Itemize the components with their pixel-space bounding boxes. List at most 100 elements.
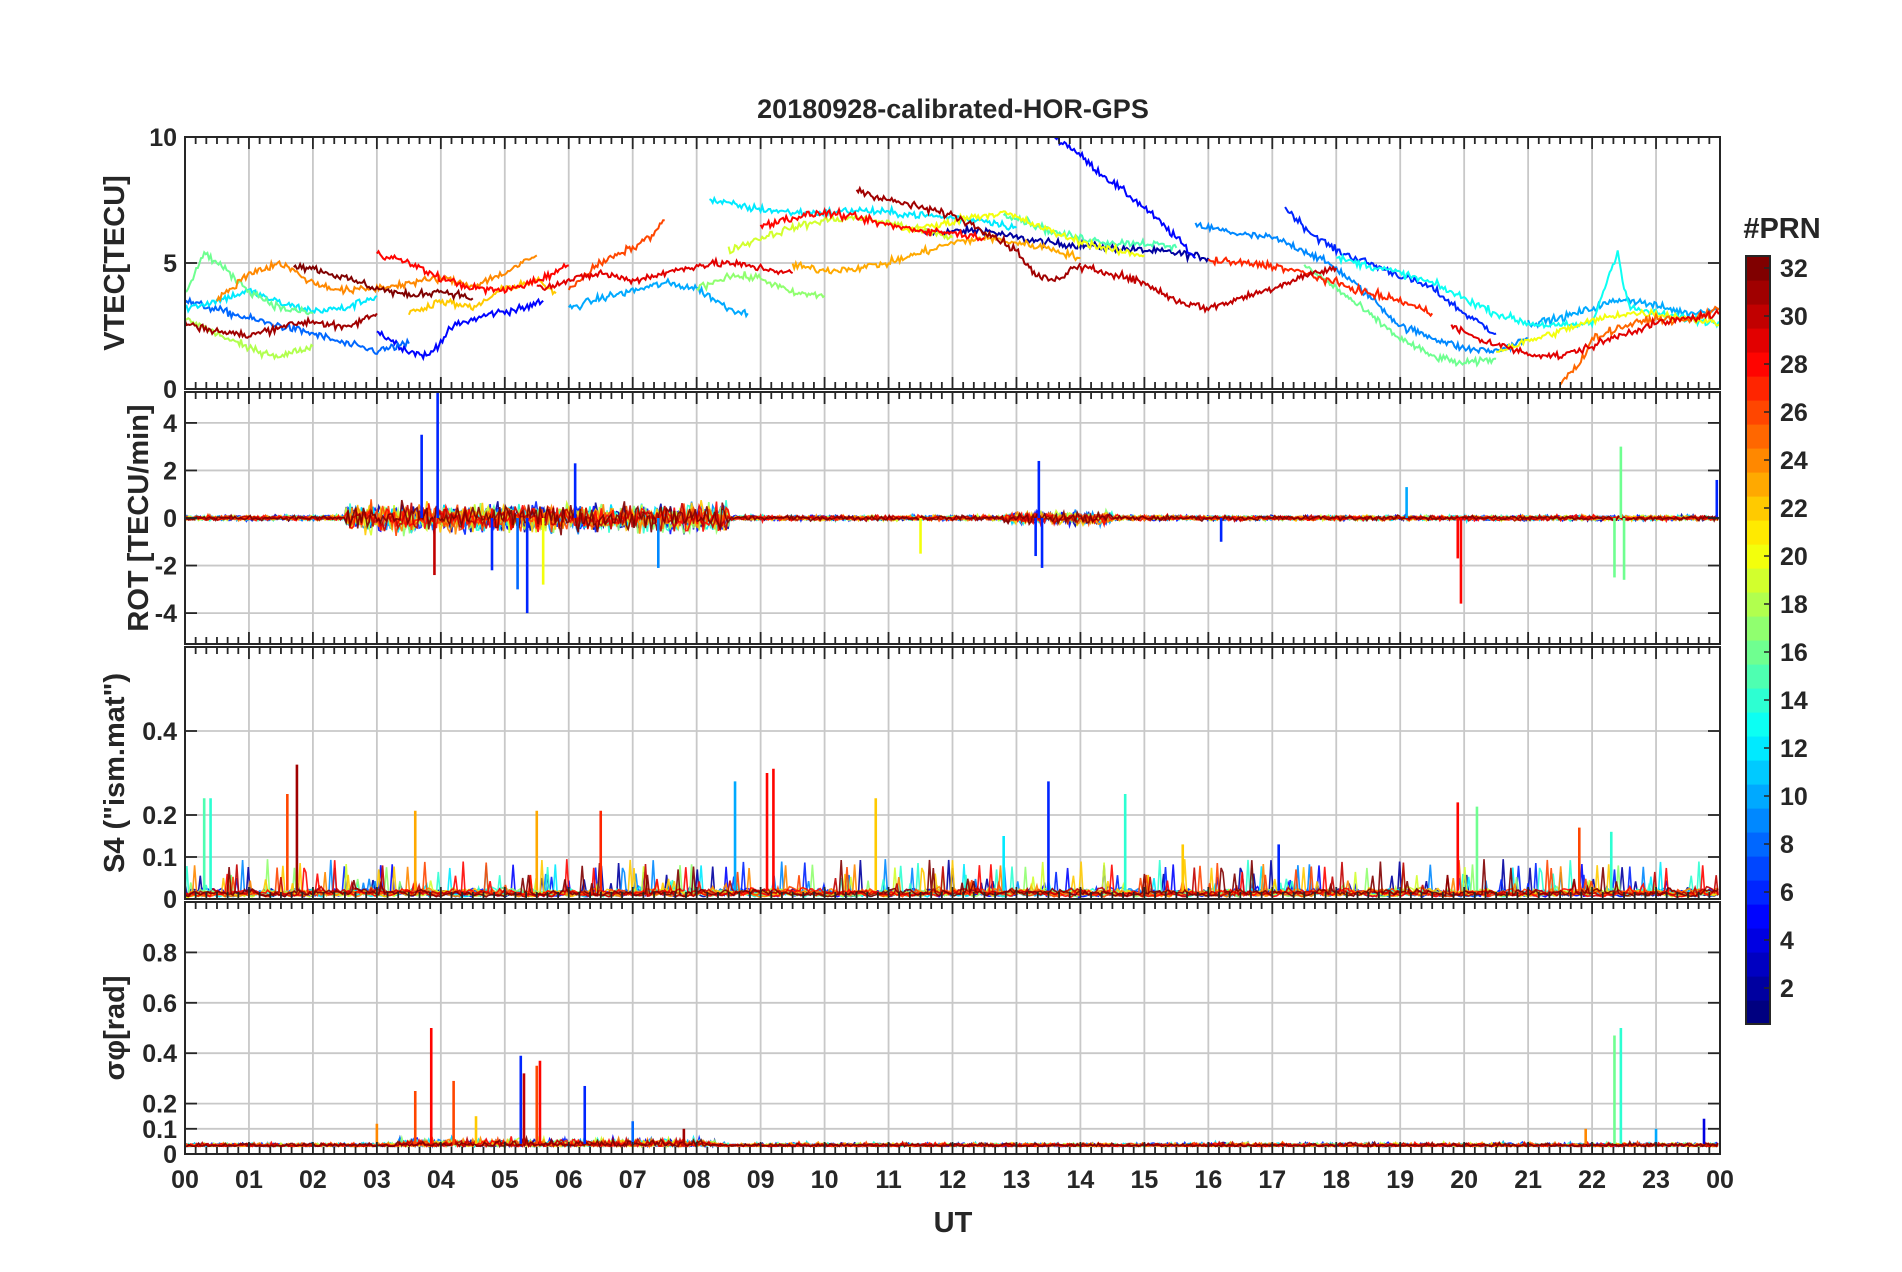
vtec-series-prn-23 bbox=[791, 230, 1081, 275]
sigma_phi-axis-label: σφ[rad] bbox=[99, 975, 131, 1080]
y-tick-label: 0.4 bbox=[142, 1040, 177, 1068]
vtec-series-prn-10 bbox=[568, 277, 749, 319]
vtec-series-prn-28 bbox=[376, 249, 569, 297]
colorbar-swatch bbox=[1746, 712, 1770, 737]
colorbar-tick-label: 8 bbox=[1780, 831, 1794, 859]
grid bbox=[185, 647, 1720, 899]
x-tick-label: 12 bbox=[939, 1166, 967, 1194]
vtec-series-prn-31 bbox=[185, 312, 378, 339]
colorbar-swatch bbox=[1746, 568, 1770, 593]
x-tick-label: 20 bbox=[1450, 1166, 1478, 1194]
vtec-series-prn-32 bbox=[293, 261, 474, 301]
colorbar-tick-label: 20 bbox=[1780, 543, 1808, 571]
vtec-series-prn-29 bbox=[536, 256, 794, 292]
chart-title: 20180928-calibrated-HOR-GPS bbox=[757, 94, 1149, 124]
x-tick-label: 21 bbox=[1514, 1166, 1542, 1194]
x-tick-label: 10 bbox=[811, 1166, 839, 1194]
x-tick-label: 03 bbox=[363, 1166, 391, 1194]
colorbar-swatch bbox=[1746, 1000, 1770, 1025]
colorbar-swatch bbox=[1746, 328, 1770, 353]
panel-vtec: 0 5 10 VTEC[TECU] bbox=[99, 124, 1721, 404]
vtec-axis-label: VTEC[TECU] bbox=[99, 175, 131, 351]
y-tick-label: -4 bbox=[155, 600, 177, 628]
x-tick-label: 19 bbox=[1386, 1166, 1414, 1194]
colorbar-tick-label: 24 bbox=[1780, 447, 1808, 475]
x-tick-label: 14 bbox=[1067, 1166, 1095, 1194]
panel-s4: 0 0.1 0.2 0.4 S4 ("ism.mat") bbox=[99, 646, 1721, 914]
colorbar-swatch bbox=[1746, 760, 1770, 785]
colorbar-tick-label: 12 bbox=[1780, 735, 1808, 763]
x-ticks bbox=[184, 137, 1721, 389]
x-tick-labels: 00 01 02 03 04 05 06 07 08 09 10 11 12 13 14 15 16 17 18 19… bbox=[171, 1166, 1734, 1194]
x-tick-label: 08 bbox=[683, 1166, 711, 1194]
colorbar-tick-label: 16 bbox=[1780, 639, 1808, 667]
y-tick-label: 0.8 bbox=[142, 939, 177, 967]
noise-trace bbox=[185, 499, 1719, 536]
y-tick-label: 4 bbox=[163, 410, 177, 438]
grid bbox=[185, 902, 1720, 1154]
panel-sigma_phi: 00.10.2 0.4 0.6 0.8 σφ[rad] bbox=[99, 901, 1721, 1169]
colorbar-swatch bbox=[1746, 472, 1770, 497]
x-axis-label: UT bbox=[934, 1207, 973, 1239]
colorbar-tick-label: 32 bbox=[1780, 255, 1808, 283]
x-tick-label: 18 bbox=[1322, 1166, 1350, 1194]
x-tick-label: 11 bbox=[875, 1166, 902, 1194]
x-ticks bbox=[184, 902, 1721, 1154]
colorbar-tick-label: 14 bbox=[1780, 687, 1808, 715]
colorbar-swatch bbox=[1746, 952, 1770, 977]
y-tick-label: -2 bbox=[155, 553, 177, 581]
vtec-series-prn-28 bbox=[759, 206, 985, 242]
vtec-series-prn-2 bbox=[920, 222, 1210, 264]
y-tick-label: 5 bbox=[163, 250, 177, 278]
y-tick-label: 0 bbox=[163, 1141, 177, 1169]
x-tick-label: 00 bbox=[171, 1166, 199, 1194]
vtec-series-prn-5 bbox=[1054, 137, 1196, 259]
colorbar-tick-label: 30 bbox=[1780, 303, 1808, 331]
x-tick-label: 09 bbox=[747, 1166, 775, 1194]
x-tick-label: 15 bbox=[1130, 1166, 1158, 1194]
y-tick-label: 0.2 bbox=[142, 1091, 177, 1119]
y-tick-label: 0.1 bbox=[142, 844, 177, 872]
x-tick-label: 05 bbox=[491, 1166, 519, 1194]
colorbar-tick-label: 22 bbox=[1780, 495, 1808, 523]
colorbar-swatch bbox=[1746, 616, 1770, 641]
colorbar-frame bbox=[1745, 255, 1771, 1025]
vtec-series-prn-6 bbox=[1284, 206, 1497, 336]
plot-data bbox=[185, 392, 1719, 614]
colorbar-swatch bbox=[1746, 856, 1770, 881]
y-tick-label: 10 bbox=[149, 124, 177, 152]
vtec-series-prn-31 bbox=[855, 185, 1082, 283]
y-tick-label: 0.2 bbox=[142, 802, 177, 830]
plot-data bbox=[185, 137, 1720, 386]
y-tick-label: 0 bbox=[163, 505, 177, 533]
y-tick-label: 0.1 bbox=[142, 1116, 177, 1144]
x-tick-label: 00 bbox=[1706, 1166, 1734, 1194]
x-ticks bbox=[184, 647, 1721, 899]
colorbar-tick-label: 4 bbox=[1780, 927, 1794, 955]
x-tick-label: 22 bbox=[1578, 1166, 1606, 1194]
colorbar-label: #PRN bbox=[1743, 213, 1820, 245]
colorbar-swatch bbox=[1746, 664, 1770, 689]
colorbar-swatch bbox=[1746, 424, 1770, 449]
colorbar-tick-label: 10 bbox=[1780, 783, 1808, 811]
x-tick-label: 06 bbox=[555, 1166, 583, 1194]
colorbar-swatch bbox=[1746, 808, 1770, 833]
vtec-series-prn-20 bbox=[900, 210, 1145, 258]
vtec-series-prn-29 bbox=[1450, 308, 1720, 361]
colorbar-tick-label: 6 bbox=[1780, 879, 1794, 907]
x-tick-label: 01 bbox=[235, 1166, 263, 1194]
y-tick-label: 0.6 bbox=[142, 990, 177, 1018]
colorbar-tick-label: 2 bbox=[1780, 975, 1794, 1003]
vtec-series-prn-27 bbox=[1207, 256, 1434, 318]
colorbar-tick-label: 26 bbox=[1780, 399, 1808, 427]
x-tick-label: 07 bbox=[619, 1166, 647, 1194]
y-tick-label: 0 bbox=[163, 376, 177, 404]
vtec-series-prn-16 bbox=[1303, 264, 1497, 368]
y-tick-label: 2 bbox=[163, 457, 177, 485]
x-ticks bbox=[184, 392, 1721, 644]
y-tick-label: 0.4 bbox=[142, 718, 177, 746]
x-tick-label: 13 bbox=[1003, 1166, 1031, 1194]
